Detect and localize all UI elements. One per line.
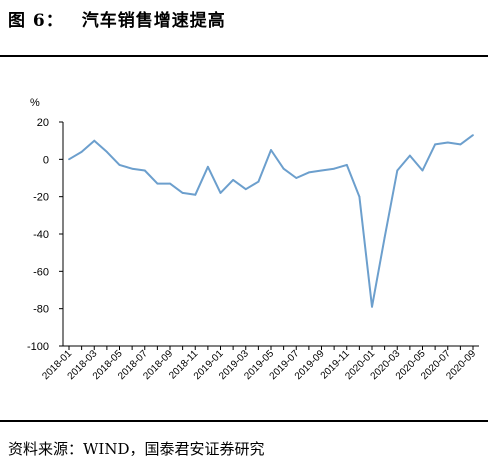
y-tick-label: -80 (33, 304, 49, 316)
data-point (270, 149, 272, 151)
data-point (421, 169, 424, 172)
top-rule (0, 55, 488, 57)
data-point (396, 169, 399, 172)
figure-title: 汽车销售增速提高 (81, 11, 226, 31)
y-tick-label: 20 (37, 117, 49, 129)
data-point (257, 180, 260, 183)
series-line (68, 134, 474, 308)
data-point (282, 167, 285, 170)
data-point (169, 182, 171, 185)
bottom-rule (0, 420, 488, 422)
data-point (459, 143, 462, 146)
data-point (434, 143, 436, 146)
y-tick-label: -100 (27, 341, 49, 353)
data-point (358, 195, 361, 198)
source-note: 资料来源：WIND，国泰君安证券研究 (8, 440, 265, 458)
data-point (345, 164, 348, 166)
figure-title-row: 图 6： 汽车销售增速提高 (8, 6, 226, 31)
data-point (472, 134, 474, 136)
data-point (333, 167, 335, 170)
chart-series (68, 134, 474, 308)
data-point (383, 236, 386, 239)
figure-label: 图 6： (8, 11, 64, 31)
y-tick-label: -20 (33, 192, 49, 204)
data-point (308, 171, 310, 174)
y-tick-label: 0 (43, 154, 49, 166)
data-point (446, 141, 449, 144)
data-point (232, 179, 235, 181)
y-axis-unit-label: % (30, 97, 40, 109)
line-chart: 20 0 -20 -40 -60 -80 -100 2018-012018-032018-0… (27, 97, 479, 382)
x-axis-tick-labels: 2018-012018-032018-052018-072018-092018-… (40, 348, 478, 382)
data-point (320, 169, 323, 172)
chart-axes (59, 121, 479, 350)
data-point (106, 151, 108, 153)
data-point (143, 169, 146, 172)
data-point (181, 192, 184, 194)
data-point (409, 154, 411, 157)
data-point (244, 188, 247, 191)
data-point (207, 165, 209, 168)
data-point (371, 305, 373, 308)
data-point (93, 139, 96, 142)
y-tick-label: -60 (33, 266, 49, 278)
data-point (219, 192, 222, 194)
data-point (68, 158, 70, 161)
y-axis-tick-labels: 20 0 -20 -40 -60 -80 -100 (27, 117, 49, 353)
data-point (194, 193, 197, 196)
data-point (156, 182, 159, 185)
data-point (295, 177, 298, 179)
data-point (131, 167, 134, 170)
data-point (118, 164, 121, 166)
data-point (80, 151, 83, 153)
y-tick-label: -40 (33, 229, 49, 241)
